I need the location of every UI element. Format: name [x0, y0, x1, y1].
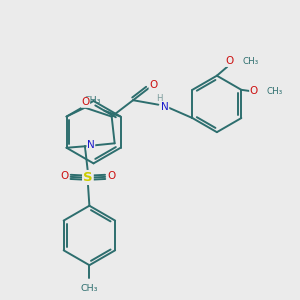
Text: N: N — [161, 102, 169, 112]
Text: O: O — [108, 171, 116, 181]
Text: O: O — [225, 56, 233, 66]
Text: CH₃: CH₃ — [81, 284, 98, 292]
Text: CH₃: CH₃ — [242, 57, 258, 66]
Text: CH₃: CH₃ — [267, 87, 283, 96]
Text: O: O — [250, 86, 258, 96]
Text: CH₃: CH₃ — [84, 96, 101, 105]
Text: O: O — [81, 97, 90, 107]
Text: O: O — [149, 80, 158, 90]
Text: S: S — [83, 171, 93, 184]
Text: N: N — [87, 140, 95, 150]
Text: O: O — [60, 171, 68, 181]
Text: H: H — [156, 94, 162, 103]
